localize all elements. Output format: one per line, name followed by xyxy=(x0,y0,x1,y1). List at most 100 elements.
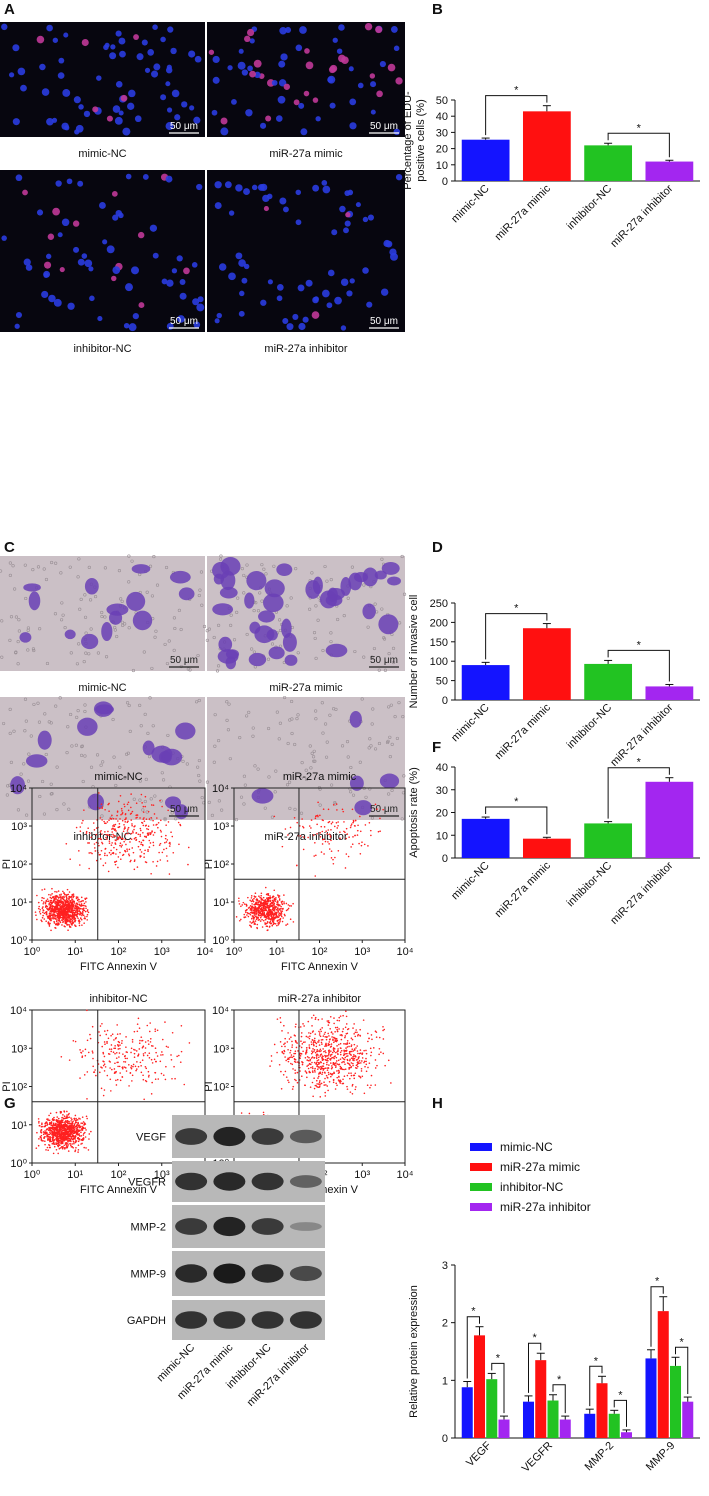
event-dot xyxy=(104,852,106,855)
event-dot xyxy=(115,1052,118,1054)
nucleus xyxy=(58,57,65,64)
pore xyxy=(245,714,249,718)
event-dot xyxy=(51,1138,54,1141)
event-dot xyxy=(292,921,295,923)
event-dot xyxy=(60,893,62,896)
event-dot xyxy=(274,912,277,914)
nucleus xyxy=(166,279,174,287)
event-dot xyxy=(58,918,60,920)
event-dot xyxy=(266,917,268,920)
event-dot xyxy=(360,1062,362,1064)
event-dot xyxy=(108,851,111,854)
event-dot xyxy=(99,858,102,860)
event-dot xyxy=(356,1034,359,1037)
event-dot xyxy=(79,907,82,910)
invasive-cell xyxy=(25,754,48,768)
invasive-cell xyxy=(340,577,352,596)
event-dot xyxy=(68,904,71,907)
nucleus xyxy=(315,116,321,122)
event-dot xyxy=(63,1144,66,1147)
event-dot xyxy=(336,1019,339,1022)
event-dot xyxy=(67,1144,69,1147)
invasive-cell xyxy=(218,636,233,652)
event-dot xyxy=(44,1122,47,1125)
event-dot xyxy=(123,805,126,808)
event-dot xyxy=(149,1022,151,1024)
event-dot xyxy=(61,1124,64,1127)
event-dot xyxy=(75,1125,78,1127)
event-dot xyxy=(145,836,147,839)
event-dot xyxy=(277,903,280,906)
event-dot xyxy=(113,834,115,837)
event-dot xyxy=(152,824,155,826)
nucleus xyxy=(357,82,364,89)
event-dot xyxy=(41,1125,44,1128)
event-dot xyxy=(140,851,143,853)
event-dot xyxy=(258,895,260,898)
pore xyxy=(68,565,72,569)
event-dot xyxy=(85,832,88,834)
event-dot xyxy=(247,896,249,899)
event-dot xyxy=(108,834,110,837)
event-dot xyxy=(117,800,120,803)
event-dot xyxy=(363,1061,365,1064)
event-dot xyxy=(250,895,253,897)
event-dot xyxy=(142,1078,145,1081)
event-dot xyxy=(90,836,93,839)
pore xyxy=(143,799,147,804)
nucleus xyxy=(115,30,122,37)
event-dot xyxy=(369,829,372,832)
event-dot xyxy=(327,821,330,824)
event-dot xyxy=(87,911,90,914)
y-tick-label: 10⁰ xyxy=(212,935,229,947)
event-dot xyxy=(70,1125,73,1127)
pore xyxy=(304,777,309,781)
event-dot xyxy=(336,1045,338,1047)
pore xyxy=(252,608,256,613)
event-dot xyxy=(56,912,58,915)
event-dot xyxy=(105,836,107,839)
event-dot xyxy=(62,890,64,893)
event-dot xyxy=(42,1131,45,1133)
event-dot xyxy=(109,1078,112,1081)
event-dot xyxy=(251,909,253,912)
event-dot xyxy=(151,830,153,832)
pore xyxy=(290,731,294,736)
pore xyxy=(8,561,12,565)
event-dot xyxy=(339,1053,342,1056)
pore xyxy=(55,765,59,769)
event-dot xyxy=(76,899,79,902)
invasive-cell xyxy=(281,618,292,639)
event-dot xyxy=(124,849,126,852)
pore xyxy=(81,779,85,784)
event-dot xyxy=(110,835,112,838)
event-dot xyxy=(176,1055,178,1058)
event-dot xyxy=(267,901,269,903)
event-dot xyxy=(90,1130,92,1133)
event-dot xyxy=(75,826,78,829)
event-dot xyxy=(155,865,158,867)
nucleus xyxy=(47,233,55,240)
event-dot xyxy=(327,808,330,811)
event-dot xyxy=(53,897,56,900)
event-dot xyxy=(154,1078,157,1081)
event-dot xyxy=(116,1033,119,1035)
nucleus xyxy=(41,88,50,96)
event-dot xyxy=(113,1068,116,1070)
event-dot xyxy=(343,1043,345,1045)
event-dot xyxy=(88,1133,91,1135)
event-dot xyxy=(161,1038,164,1041)
event-dot xyxy=(267,892,270,895)
event-dot xyxy=(61,1121,64,1124)
event-dot xyxy=(321,830,324,833)
event-dot xyxy=(316,823,318,826)
event-dot xyxy=(343,821,345,823)
nucleus xyxy=(183,267,190,275)
event-dot xyxy=(271,902,273,905)
event-dot xyxy=(110,1048,113,1050)
pore xyxy=(366,625,370,629)
event-dot xyxy=(67,929,69,932)
pore xyxy=(213,713,217,717)
event-dot xyxy=(316,1049,319,1051)
event-dot xyxy=(53,1124,56,1127)
